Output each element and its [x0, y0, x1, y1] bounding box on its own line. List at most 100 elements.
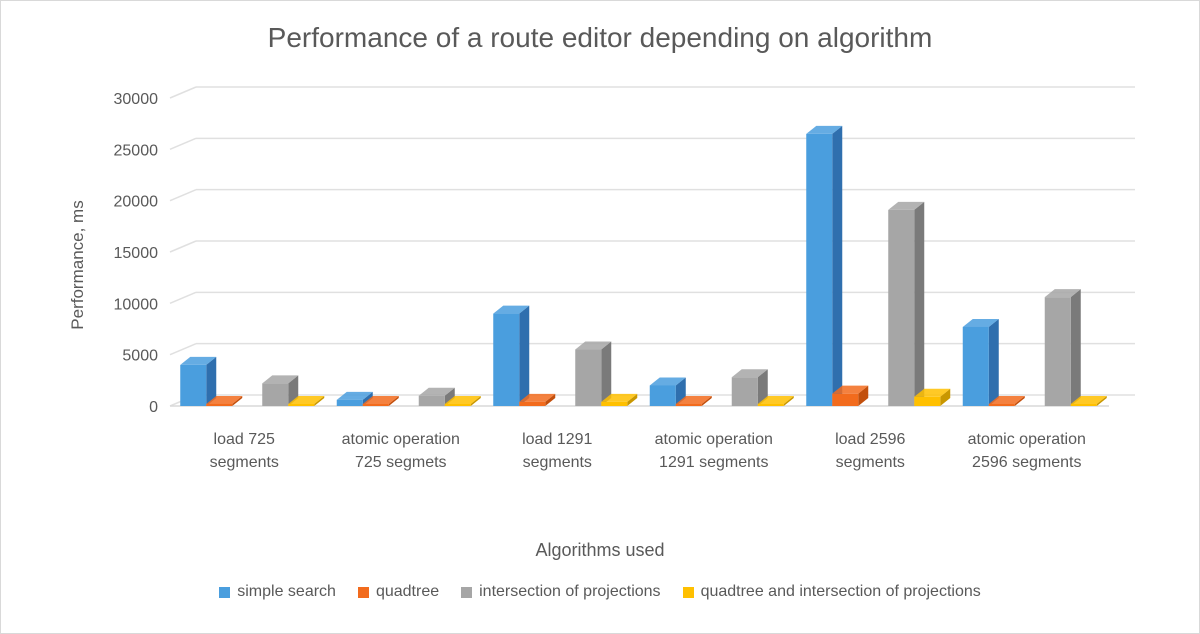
bar [601, 401, 628, 406]
bar-side [314, 396, 325, 406]
bar [262, 383, 289, 406]
legend-item-quadtree-intersection: quadtree and intersection of projections [682, 583, 981, 601]
bar-side [1096, 396, 1107, 406]
bar-side [914, 201, 925, 406]
bar-top [731, 369, 768, 378]
legend-swatch [357, 586, 369, 598]
y-tick-label: 5000 [122, 348, 158, 365]
x-tick-label: load 2596 segments [835, 431, 906, 471]
bar [806, 133, 833, 406]
bar [988, 404, 1015, 406]
y-tick-label: 15000 [114, 245, 159, 262]
bar [288, 404, 315, 406]
bar-side [701, 396, 712, 406]
x-tick-label: load 1291 segments [522, 431, 593, 471]
bar-side [545, 393, 556, 406]
gridline-depth [169, 291, 197, 305]
bar-side [757, 369, 768, 406]
bar [914, 396, 941, 406]
x-tick-label: load 725 segments [209, 431, 279, 471]
y-tick-label: 25000 [114, 142, 159, 159]
bar-top [206, 395, 243, 404]
gridline-depth [169, 240, 197, 253]
bar-top [444, 396, 481, 404]
bar-top [988, 396, 1025, 404]
legend-item-simple-search: simple search [219, 583, 336, 601]
legend-label: intersection of projections [479, 583, 661, 600]
legend-label: quadtree and intersection of projections [700, 583, 981, 600]
bar-top [418, 387, 455, 396]
gridline-depth [169, 137, 197, 151]
bar-top [180, 356, 217, 365]
legend-swatch [461, 586, 473, 598]
bar-side [940, 388, 951, 406]
legend-label: simple search [237, 583, 336, 600]
bar-side [519, 305, 530, 406]
bar-side [1014, 396, 1025, 406]
bar [493, 313, 520, 406]
bar-top [1044, 289, 1081, 298]
bar-top [675, 396, 712, 404]
bar-top [493, 305, 530, 314]
bar-side [627, 393, 638, 406]
bar-top [962, 318, 999, 327]
bar-side [858, 385, 869, 406]
bar-top [649, 377, 686, 386]
gridline-depth [169, 188, 197, 202]
bar-top [288, 396, 325, 404]
legend-label: quadtree [375, 583, 440, 600]
bar [1070, 404, 1097, 406]
bar-side [601, 341, 612, 406]
bar [1044, 297, 1071, 406]
bar [649, 385, 676, 406]
bar [418, 395, 445, 406]
y-tick-label: 0 [149, 399, 158, 416]
bar [962, 326, 989, 406]
bar-side [388, 396, 399, 406]
bar-top [1070, 396, 1107, 404]
gridline-depth [169, 86, 197, 99]
bar [444, 404, 471, 406]
bar [575, 349, 602, 406]
bar-side [444, 387, 455, 406]
bar [519, 401, 546, 406]
y-tick-label: 10000 [114, 296, 159, 313]
bar-side [783, 396, 794, 406]
gridline-depth [169, 342, 197, 356]
chart-title: Performance of a route editor depending … [267, 22, 933, 53]
legend-item-quadtree: quadtree [357, 583, 440, 601]
bar [336, 399, 363, 406]
bar-top [914, 388, 951, 397]
x-axis-label: Algorithms used [535, 540, 665, 560]
legend-swatch [682, 586, 694, 598]
bar [832, 393, 859, 406]
bar-top [806, 125, 843, 134]
x-tick-label: atomic operation 725 segmets [341, 431, 460, 471]
bar-top [519, 393, 556, 402]
bar [675, 404, 702, 406]
x-tick-label: atomic operation 1291 segments [654, 431, 773, 471]
bar-side [832, 125, 843, 406]
bar-top [757, 396, 794, 404]
legend: simple search quadtree intersection of p… [0, 583, 1200, 601]
bar-top [888, 201, 925, 210]
y-tick-label: 30000 [114, 91, 159, 108]
x-tick-label: atomic operation 2596 segments [967, 431, 1086, 471]
bar [888, 209, 915, 406]
y-tick-label: 20000 [114, 194, 159, 211]
bar-side [232, 395, 243, 406]
bar-top [262, 375, 299, 384]
bar-top [362, 396, 399, 404]
bar-side [470, 396, 481, 406]
bar [362, 404, 389, 406]
legend-item-intersection: intersection of projections [461, 583, 661, 601]
bar-top [336, 391, 373, 400]
bar-top [601, 393, 638, 402]
bar [180, 364, 207, 406]
bar-top [575, 341, 612, 350]
bar-side [988, 318, 999, 406]
bar [731, 377, 758, 406]
bar [206, 403, 233, 406]
